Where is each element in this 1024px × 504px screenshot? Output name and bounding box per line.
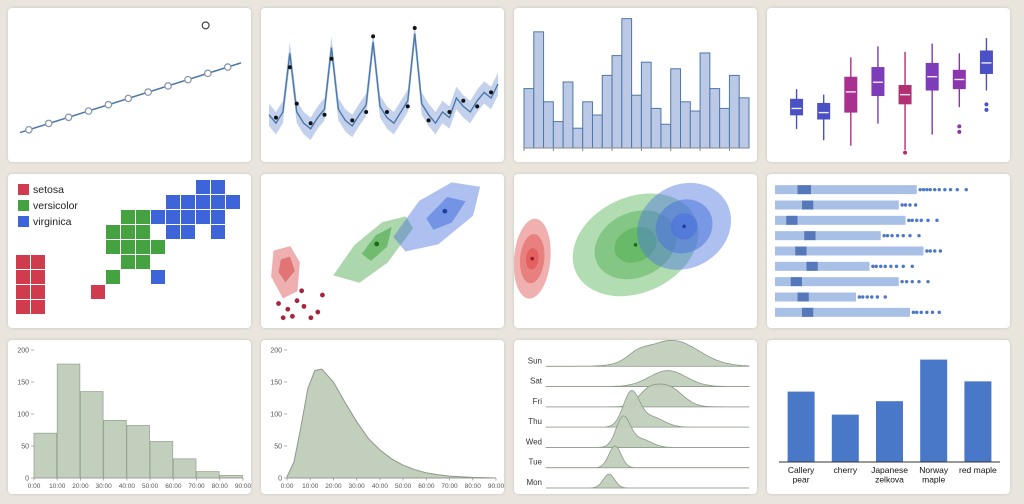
svg-text:30:00: 30:00	[349, 483, 366, 490]
svg-text:80:00: 80:00	[465, 483, 482, 490]
step-histogram-chart	[523, 18, 750, 151]
svg-text:90:00: 90:00	[488, 483, 504, 490]
card-density-contours[interactable]	[514, 174, 757, 328]
svg-text:Fri: Fri	[533, 397, 543, 406]
svg-text:50:00: 50:00	[395, 483, 412, 490]
svg-text:150: 150	[17, 380, 29, 387]
duration-histogram-chart: 0 50 100 150 200 0:00 10:00 20:00 30:00 40:00 50:0…	[17, 348, 251, 491]
svg-text:setosa: setosa	[33, 184, 64, 196]
svg-text:50:00: 50:00	[142, 483, 159, 490]
svg-text:0:00: 0:00	[281, 483, 294, 490]
line-confidence-band-chart	[268, 22, 499, 140]
svg-text:150: 150	[270, 380, 282, 387]
boxplots-chart	[790, 38, 993, 155]
svg-text:Wed: Wed	[526, 437, 542, 446]
duration-density-chart: 0 50 100 150 200 0:00 10:00 20:00 30:00 40:00 50:0…	[270, 348, 504, 491]
svg-text:versicolor: versicolor	[33, 200, 78, 212]
svg-text:50: 50	[274, 444, 282, 451]
svg-text:80:00: 80:00	[212, 483, 229, 490]
card-boxplots[interactable]	[767, 8, 1010, 162]
svg-text:30:00: 30:00	[96, 483, 113, 490]
svg-text:red maple: red maple	[959, 465, 997, 475]
card-duration-histogram[interactable]: 0 50 100 150 200 0:00 10:00 20:00 30:00 40:00 50:0…	[8, 340, 251, 494]
svg-text:40:00: 40:00	[119, 483, 136, 490]
svg-text:10:00: 10:00	[302, 483, 319, 490]
svg-text:100: 100	[270, 412, 282, 419]
svg-text:200: 200	[270, 348, 282, 355]
svg-text:Callery: Callery	[788, 465, 815, 475]
svg-text:Sun: Sun	[528, 356, 542, 365]
card-weekday-ridgeline[interactable]: Sun Sat Fri Thu Wed Tue Mon	[514, 340, 757, 494]
svg-text:90:00: 90:00	[235, 483, 251, 490]
card-tree-species-bars[interactable]: Callery pear cherry Japanese zelkova Norway ma…	[767, 340, 1010, 494]
density-contours-chart	[514, 182, 732, 299]
binned-scatter-chart: setosa versicolor virginica	[16, 180, 240, 314]
weekday-ridgeline-chart: Sun Sat Fri Thu Wed Tue Mon	[526, 340, 750, 489]
svg-text:60:00: 60:00	[418, 483, 435, 490]
bar-dot-strips-chart	[775, 185, 968, 317]
scatter-with-trend-chart	[19, 21, 242, 134]
svg-text:maple: maple	[922, 475, 945, 485]
card-line-confidence-band[interactable]	[261, 8, 504, 162]
svg-text:200: 200	[17, 348, 29, 355]
svg-text:Norway: Norway	[919, 465, 949, 475]
card-binned-scatter[interactable]: setosa versicolor virginica	[8, 174, 251, 328]
svg-text:Japanese: Japanese	[871, 465, 908, 475]
svg-text:10:00: 10:00	[49, 483, 66, 490]
svg-text:70:00: 70:00	[441, 483, 458, 490]
card-duration-density[interactable]: 0 50 100 150 200 0:00 10:00 20:00 30:00 40:00 50:0…	[261, 340, 504, 494]
card-step-histogram[interactable]	[514, 8, 757, 162]
svg-text:0: 0	[25, 476, 29, 483]
svg-text:cherry: cherry	[833, 465, 857, 475]
svg-text:zelkova: zelkova	[875, 475, 904, 485]
svg-text:60:00: 60:00	[165, 483, 182, 490]
svg-text:20:00: 20:00	[72, 483, 89, 490]
svg-text:Sat: Sat	[530, 377, 543, 386]
svg-text:20:00: 20:00	[325, 483, 342, 490]
hull-contours-chart	[271, 182, 481, 321]
svg-text:70:00: 70:00	[188, 483, 205, 490]
svg-text:virginica: virginica	[33, 216, 72, 228]
svg-text:0:00: 0:00	[28, 483, 41, 490]
svg-text:Thu: Thu	[528, 417, 542, 426]
svg-text:Tue: Tue	[529, 458, 543, 467]
svg-text:50: 50	[21, 444, 29, 451]
svg-text:0: 0	[278, 476, 282, 483]
card-bar-dot-strips[interactable]	[767, 174, 1010, 328]
svg-text:100: 100	[17, 412, 29, 419]
svg-text:Mon: Mon	[526, 478, 542, 487]
svg-text:pear: pear	[793, 475, 810, 485]
card-scatter-with-trend[interactable]	[8, 8, 251, 162]
card-hull-contours[interactable]	[261, 174, 504, 328]
svg-text:40:00: 40:00	[372, 483, 389, 490]
